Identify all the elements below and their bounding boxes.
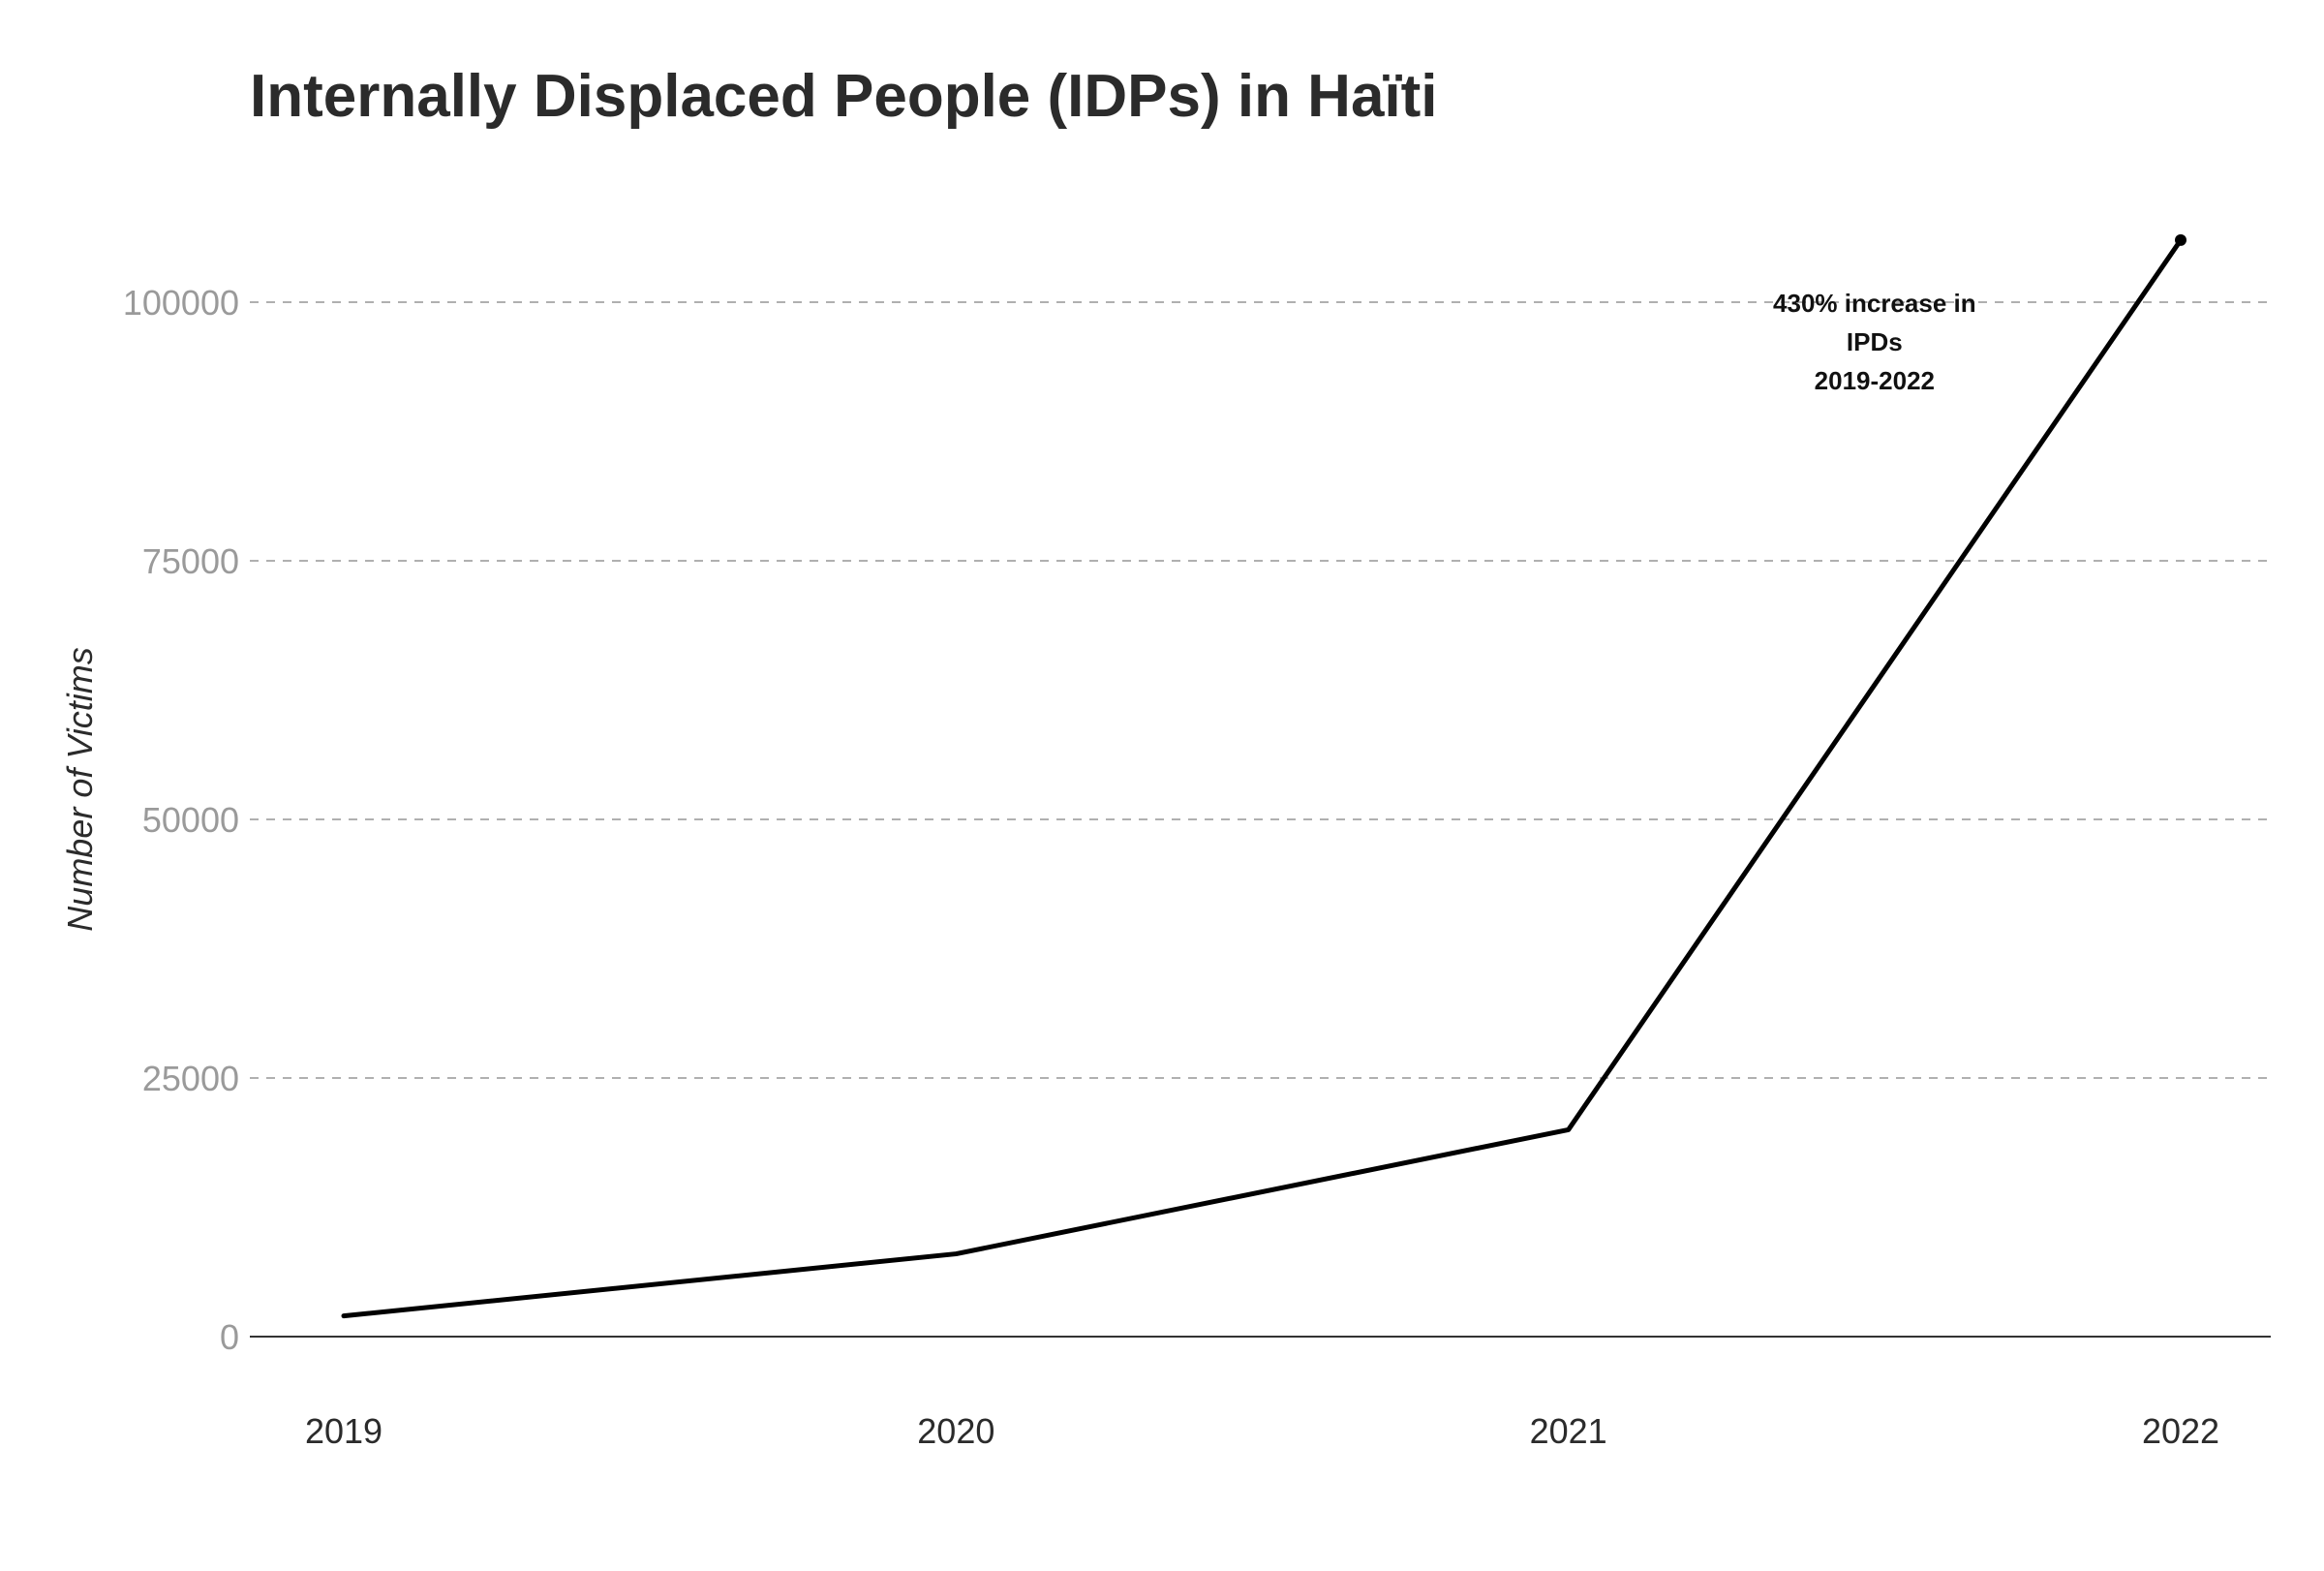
chart-title: Internally Displaced People (IDPs) in Ha… — [250, 63, 1438, 130]
data-point-end — [2175, 233, 2186, 246]
series-layer — [341, 233, 2186, 1319]
y-tick-label: 0 — [220, 1317, 239, 1357]
annotation: 430% increase in IPDs 2019-2022 — [1773, 289, 1976, 395]
y-tick-label: 100000 — [123, 283, 239, 323]
x-tick-label: 2019 — [305, 1411, 382, 1451]
x-tick-label: 2020 — [917, 1411, 994, 1451]
annotation-line: IPDs — [1847, 327, 1903, 356]
annotation-line: 2019-2022 — [1815, 366, 1935, 395]
x-axis-ticks: 2019 2020 2021 2022 — [305, 1411, 2219, 1451]
y-tick-label: 25000 — [142, 1059, 239, 1098]
x-tick-label: 2021 — [1530, 1411, 1607, 1451]
y-axis-label: Number of Victims — [60, 647, 100, 931]
gridlines — [250, 301, 2271, 1338]
y-tick-label: 75000 — [142, 541, 239, 581]
x-tick-label: 2022 — [2142, 1411, 2219, 1451]
series-line — [341, 237, 2184, 1319]
annotation-line: 430% increase in — [1773, 289, 1976, 318]
y-axis-ticks: 0 25000 50000 75000 100000 — [123, 283, 239, 1357]
y-tick-label: 50000 — [142, 800, 239, 840]
